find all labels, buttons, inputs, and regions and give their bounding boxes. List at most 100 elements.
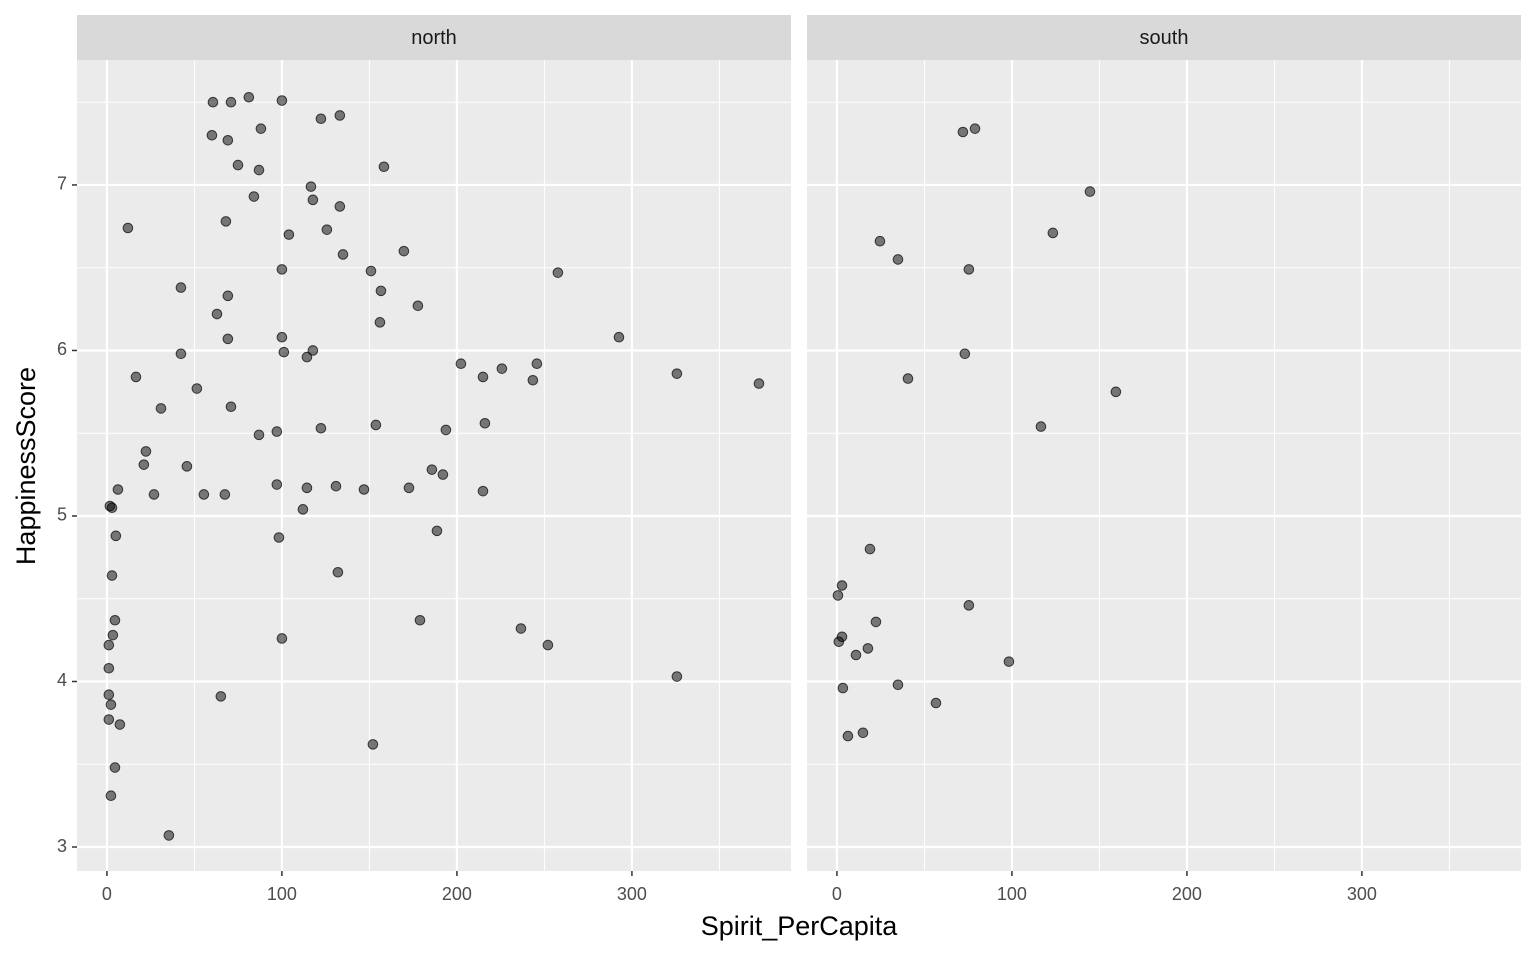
point (271, 426, 283, 437)
point (138, 459, 150, 470)
x-tick-label: 300 (617, 884, 647, 904)
point (207, 96, 219, 108)
point (1047, 227, 1059, 239)
x-tick-label: 0 (832, 884, 842, 904)
point (140, 446, 152, 457)
point (892, 254, 904, 265)
point (330, 480, 342, 492)
point (307, 345, 319, 356)
point (477, 485, 489, 497)
y-tick-label: 7 (57, 174, 67, 194)
point (552, 267, 564, 278)
point (219, 489, 231, 500)
point (198, 489, 210, 500)
point (892, 679, 904, 691)
point (276, 95, 288, 106)
point (440, 424, 452, 436)
point (105, 699, 117, 710)
point (248, 191, 260, 202)
point (337, 249, 349, 260)
x-tick-label: 300 (1347, 884, 1377, 904)
strip-label: north (411, 27, 457, 49)
point (969, 123, 981, 134)
point (148, 489, 160, 500)
point (273, 532, 285, 543)
point (243, 91, 255, 103)
point (1003, 656, 1015, 667)
point (857, 727, 869, 739)
point (367, 739, 379, 750)
point (850, 649, 862, 661)
point (305, 181, 317, 192)
point (163, 830, 175, 841)
point (211, 308, 223, 320)
point (283, 229, 295, 240)
point (375, 285, 387, 297)
point (215, 691, 227, 702)
point (671, 671, 683, 682)
point (253, 429, 265, 441)
point (414, 614, 426, 626)
point (832, 590, 844, 601)
point (527, 374, 539, 386)
point (122, 222, 134, 234)
point (334, 110, 346, 121)
point (930, 697, 942, 709)
y-axis-title: HappinessScore (11, 367, 41, 565)
point (315, 113, 327, 125)
point (276, 633, 288, 644)
strip-label: south (1140, 27, 1189, 49)
strip (77, 15, 791, 60)
point (613, 331, 625, 343)
panel (807, 60, 1521, 871)
y-tick-label: 6 (57, 339, 67, 359)
point (155, 403, 167, 414)
point (315, 422, 327, 434)
x-tick-label: 0 (102, 884, 112, 904)
point (103, 689, 115, 701)
point (276, 331, 288, 343)
point (403, 482, 415, 494)
point (477, 371, 489, 383)
point (278, 346, 290, 358)
point (107, 629, 119, 641)
point (103, 714, 115, 725)
point (753, 378, 765, 389)
point (109, 614, 121, 626)
point (864, 543, 876, 555)
y-tick-label: 5 (57, 505, 67, 525)
point (963, 600, 975, 611)
point (206, 130, 218, 141)
point (112, 484, 124, 495)
point (222, 134, 234, 146)
point (225, 401, 237, 413)
point (671, 368, 683, 379)
point (833, 636, 845, 648)
point (301, 351, 313, 363)
point (103, 662, 115, 674)
point (110, 530, 122, 542)
point (455, 358, 467, 370)
point (412, 300, 424, 312)
point (874, 235, 886, 247)
x-tick-label: 200 (442, 884, 472, 904)
point (175, 282, 187, 293)
point (959, 348, 971, 360)
point (836, 580, 848, 591)
point (358, 484, 370, 495)
point (837, 682, 849, 694)
point (531, 358, 543, 370)
point (106, 570, 118, 581)
point (398, 245, 410, 257)
y-tick-label: 4 (57, 670, 67, 690)
point (181, 461, 193, 472)
point (963, 264, 975, 275)
point (109, 762, 121, 773)
point (870, 616, 882, 628)
point (105, 790, 117, 801)
point (957, 126, 969, 138)
point (374, 317, 386, 328)
point (496, 363, 508, 374)
point (307, 194, 319, 206)
point (220, 216, 232, 227)
